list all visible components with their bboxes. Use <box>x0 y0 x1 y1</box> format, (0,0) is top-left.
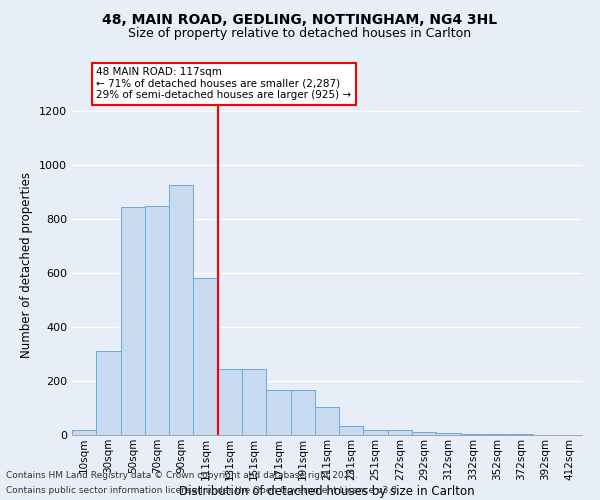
Bar <box>290 390 315 435</box>
Text: 48 MAIN ROAD: 117sqm
← 71% of detached houses are smaller (2,287)
29% of semi-de: 48 MAIN ROAD: 117sqm ← 71% of detached h… <box>96 67 352 100</box>
Bar <box>315 406 339 435</box>
Bar <box>364 430 388 435</box>
Bar <box>266 390 290 435</box>
Bar <box>509 434 533 435</box>
Bar <box>193 278 218 435</box>
Bar <box>388 430 412 435</box>
Bar <box>461 434 485 435</box>
Y-axis label: Number of detached properties: Number of detached properties <box>20 172 34 358</box>
Bar <box>412 432 436 435</box>
Bar <box>169 186 193 435</box>
Bar <box>485 434 509 435</box>
Text: 48, MAIN ROAD, GEDLING, NOTTINGHAM, NG4 3HL: 48, MAIN ROAD, GEDLING, NOTTINGHAM, NG4 … <box>103 12 497 26</box>
Text: Size of property relative to detached houses in Carlton: Size of property relative to detached ho… <box>128 28 472 40</box>
Bar <box>436 433 461 435</box>
Text: Contains HM Land Registry data © Crown copyright and database right 2025.: Contains HM Land Registry data © Crown c… <box>6 471 358 480</box>
Bar <box>96 352 121 435</box>
Text: Contains public sector information licensed under the Open Government Licence v3: Contains public sector information licen… <box>6 486 400 495</box>
Bar <box>72 430 96 435</box>
Bar <box>121 207 145 435</box>
Bar <box>242 369 266 435</box>
Bar <box>218 369 242 435</box>
Bar <box>145 206 169 435</box>
X-axis label: Distribution of detached houses by size in Carlton: Distribution of detached houses by size … <box>179 486 475 498</box>
Bar <box>339 426 364 435</box>
